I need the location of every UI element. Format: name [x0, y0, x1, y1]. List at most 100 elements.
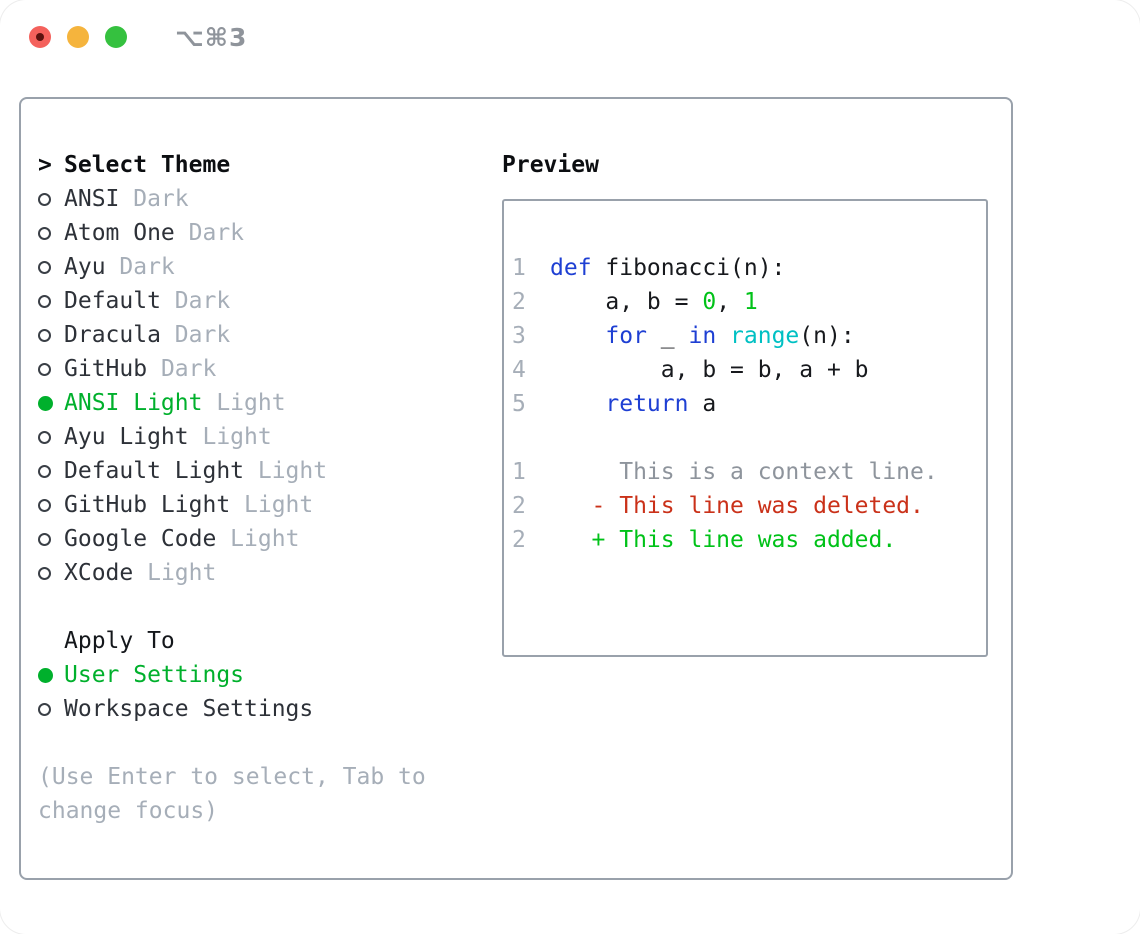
theme-option[interactable]: Google Code Light — [38, 522, 426, 556]
code-line: 2 a, b = 0, 1 — [512, 285, 986, 319]
line-content: This is a context line. — [550, 455, 938, 489]
theme-variant-badge: Light — [230, 492, 314, 518]
theme-list-title: Select Theme — [64, 152, 231, 178]
theme-name: XCode — [64, 560, 134, 586]
radio-icon — [38, 362, 51, 376]
radio-cell — [38, 192, 64, 206]
theme-name: Default — [64, 288, 161, 314]
line-number: 1 — [512, 255, 526, 281]
theme-option[interactable]: GitHub Dark — [38, 352, 426, 386]
theme-option[interactable]: GitHub Light Light — [38, 488, 426, 522]
apply-to-label: Workspace Settings — [64, 696, 314, 722]
apply-to-option[interactable]: User Settings — [38, 658, 426, 692]
line-content: for _ in range(n): — [550, 319, 854, 353]
theme-option[interactable]: ANSI Light Light — [38, 386, 426, 420]
token-dark — [550, 527, 592, 553]
code-line: 1 def fibonacci(n): — [512, 251, 986, 285]
line-content: return a — [550, 387, 716, 421]
line-number: 2 — [512, 493, 526, 519]
token-dark: fibonacci(n): — [591, 255, 786, 281]
apply-to-label: User Settings — [64, 662, 245, 688]
theme-variant-badge: Dark — [174, 220, 245, 246]
theme-variant-badge: Light — [202, 390, 286, 416]
radio-cell — [38, 464, 64, 478]
radio-icon — [38, 294, 51, 308]
theme-option[interactable]: Ayu Light Light — [38, 420, 426, 454]
theme-option[interactable]: Default Dark — [38, 284, 426, 318]
radio-cell — [38, 498, 64, 512]
token-dark: a, b = b, a + b — [550, 357, 869, 383]
theme-variant-badge: Dark — [160, 288, 231, 314]
theme-option[interactable]: Default Light Light — [38, 454, 426, 488]
theme-option[interactable]: ANSI Dark — [38, 182, 426, 216]
theme-option[interactable]: Dracula Dark — [38, 318, 426, 352]
theme-list-header: > Select Theme — [38, 148, 426, 182]
radio-icon — [38, 566, 51, 580]
apply-to-option[interactable]: Workspace Settings — [38, 692, 426, 726]
help-text-line-1: (Use Enter to select, Tab to — [38, 764, 426, 790]
token-red: - This line was deleted. — [591, 493, 924, 519]
line-content: + This line was added. — [550, 523, 897, 557]
radio-cell — [38, 294, 64, 308]
token-dark — [550, 391, 605, 417]
radio-cell — [38, 395, 64, 411]
token-dark — [716, 323, 730, 349]
radio-selected-icon — [38, 667, 53, 683]
diff-line: 2 + This line was added. — [512, 523, 986, 557]
code-line: 3 for _ in range(n): — [512, 319, 986, 353]
token-dark — [550, 323, 605, 349]
apply-to-title: Apply To — [64, 628, 175, 654]
radio-cell — [38, 702, 64, 716]
theme-name: Dracula — [64, 322, 161, 348]
theme-name: Ayu Light — [64, 424, 189, 450]
line-number: 4 — [512, 357, 526, 383]
close-button[interactable] — [29, 26, 51, 48]
theme-name: Ayu — [64, 254, 106, 280]
preview-title: Preview — [502, 152, 599, 178]
help-text-line-2: change focus) — [38, 798, 219, 824]
theme-name: Default Light — [64, 458, 245, 484]
theme-name: Atom One — [64, 220, 175, 246]
radio-selected-icon — [38, 395, 53, 411]
radio-cell — [38, 667, 64, 683]
token-green: + This line was added. — [591, 527, 897, 553]
theme-variant-badge: Dark — [160, 322, 231, 348]
radio-icon — [38, 192, 51, 206]
theme-name: ANSI Light — [64, 390, 203, 416]
line-number: 2 — [512, 289, 526, 315]
theme-option[interactable]: XCode Light — [38, 556, 426, 590]
token-green: 1 — [743, 289, 758, 315]
radio-cell — [38, 260, 64, 274]
radio-cell — [38, 532, 64, 546]
theme-variant-badge: Dark — [105, 254, 175, 280]
theme-option[interactable]: Ayu Dark — [38, 250, 426, 284]
radio-icon — [38, 498, 51, 512]
radio-icon — [38, 464, 51, 478]
theme-name: Google Code — [64, 526, 217, 552]
token-blue: for — [605, 323, 647, 349]
line-number: 3 — [512, 323, 526, 349]
theme-variant-badge: Light — [244, 458, 328, 484]
token-dark — [550, 493, 592, 519]
zoom-button[interactable] — [105, 26, 127, 48]
selector-column: > Select Theme ANSI Dark Atom One Dark Ayu… — [38, 148, 426, 828]
theme-name: GitHub Light — [64, 492, 231, 518]
theme-option[interactable]: Atom One Dark — [38, 216, 426, 250]
theme-variant-badge: Light — [133, 560, 217, 586]
prompt-icon: > — [38, 152, 52, 178]
theme-name: GitHub — [64, 356, 148, 382]
theme-list: ANSI Dark Atom One Dark Ayu Dark Default Da… — [38, 182, 426, 590]
keyboard-shortcut-label: ⌥⌘3 — [175, 22, 248, 52]
minimize-button[interactable] — [67, 26, 89, 48]
radio-cell — [38, 328, 64, 342]
theme-variant-badge: Light — [188, 424, 272, 450]
radio-icon — [38, 328, 51, 342]
code-line: 5 return a — [512, 387, 986, 421]
token-green: 0 — [702, 289, 717, 315]
radio-icon — [38, 532, 51, 546]
theme-variant-badge: Light — [216, 526, 300, 552]
radio-icon — [38, 260, 51, 274]
